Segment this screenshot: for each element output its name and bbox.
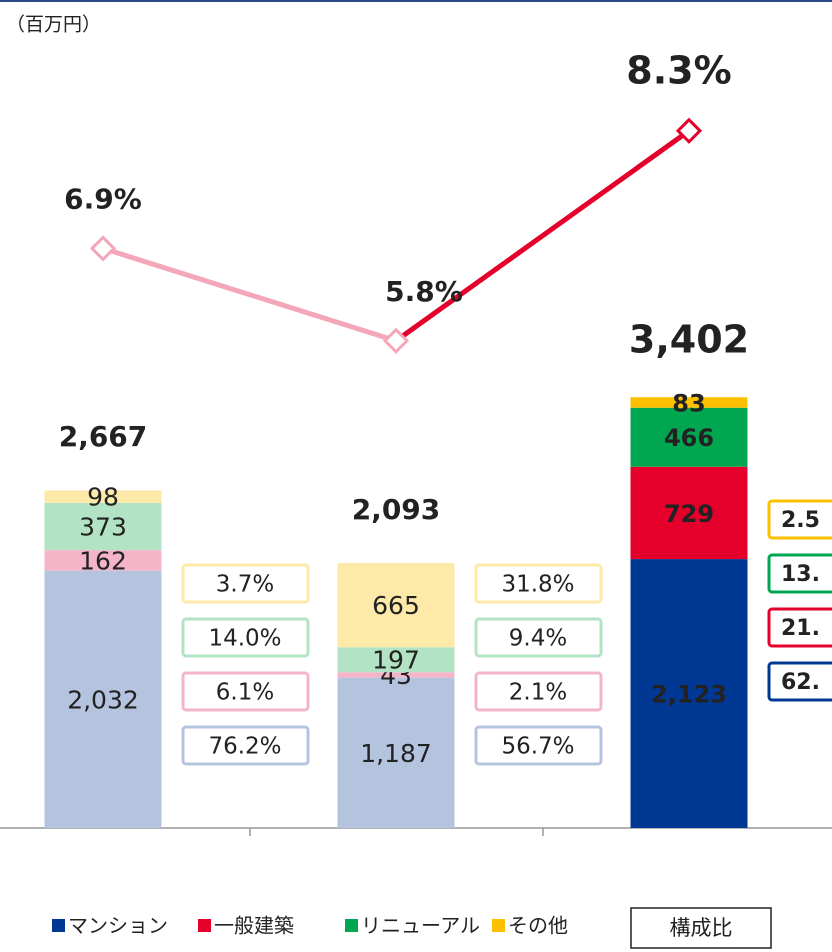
ratio-label: 13.: [781, 562, 820, 587]
bar-segment: [630, 407, 748, 467]
line-label: 8.3%: [626, 48, 731, 92]
legend-label: 一般建築: [214, 914, 294, 938]
segment-label: 197: [372, 646, 420, 675]
segment-label: 1,187: [360, 739, 432, 768]
line-segment: [394, 128, 691, 343]
segment-label: 98: [87, 483, 119, 512]
legend-swatch: [52, 919, 65, 932]
legend-swatch: [492, 919, 505, 932]
bar-segment: [630, 559, 748, 828]
ratio-label: 2.1%: [509, 680, 567, 706]
bar-segment: [630, 397, 748, 408]
bar-segment: [630, 466, 748, 560]
ratio-label: 21.: [781, 616, 820, 641]
ratio-key: 構成比: [670, 916, 733, 940]
line-segment: [102, 246, 397, 344]
ratio-label: 76.2%: [208, 734, 281, 760]
line-label: 5.8%: [385, 275, 463, 308]
ratio-box: [474, 617, 603, 658]
bar-segment: [44, 502, 162, 551]
segment-label: 665: [372, 591, 420, 620]
ratio-box: [181, 617, 310, 658]
ratio-box: [474, 563, 603, 604]
bar-segment: [337, 647, 455, 673]
segment-label: 729: [664, 500, 714, 528]
ratio-box: [181, 725, 310, 766]
ratio-box: [181, 563, 310, 604]
ratio-key-box: [630, 907, 772, 949]
bar-segment: [337, 677, 455, 828]
line-label: 6.9%: [64, 182, 142, 215]
ratio-box: [474, 671, 603, 712]
bar-segment: [44, 550, 162, 571]
line-marker: [675, 117, 703, 144]
line-marker: [89, 235, 117, 262]
line-marker: [382, 327, 410, 354]
segment-label: 466: [664, 424, 714, 452]
ratio-label: 2.5: [781, 508, 820, 533]
total-label: 2,667: [59, 420, 148, 453]
legend-swatch: [345, 919, 358, 932]
legend-label: マンション: [68, 914, 168, 938]
segment-label: 2,123: [651, 681, 727, 709]
ratio-label: 31.8%: [501, 572, 574, 598]
ratio-label: 6.1%: [216, 680, 274, 706]
segment-label: 373: [79, 512, 127, 541]
bar-segment: [44, 570, 162, 828]
unit-label: （百万円）: [6, 14, 101, 36]
ratio-label: 3.7%: [216, 572, 274, 598]
ratio-label: 62.: [781, 670, 820, 695]
segment-label: 83: [672, 389, 705, 417]
legend-swatch: [198, 919, 211, 932]
ratio-label: 56.7%: [501, 734, 574, 760]
total-label: 3,402: [629, 318, 749, 362]
segment-label: 162: [79, 546, 127, 575]
legend-label: リニューアル: [361, 914, 480, 938]
bar-segment: [44, 490, 162, 503]
ratio-box: [474, 725, 603, 766]
segment-label: 2,032: [67, 685, 139, 714]
total-label: 2,093: [352, 493, 441, 526]
ratio-label: 14.0%: [208, 626, 281, 652]
ratio-box: [181, 671, 310, 712]
bar-segment: [337, 563, 455, 648]
legend-label: その他: [508, 914, 568, 938]
ratio-label: 9.4%: [509, 626, 567, 652]
bar-segment: [337, 672, 455, 678]
